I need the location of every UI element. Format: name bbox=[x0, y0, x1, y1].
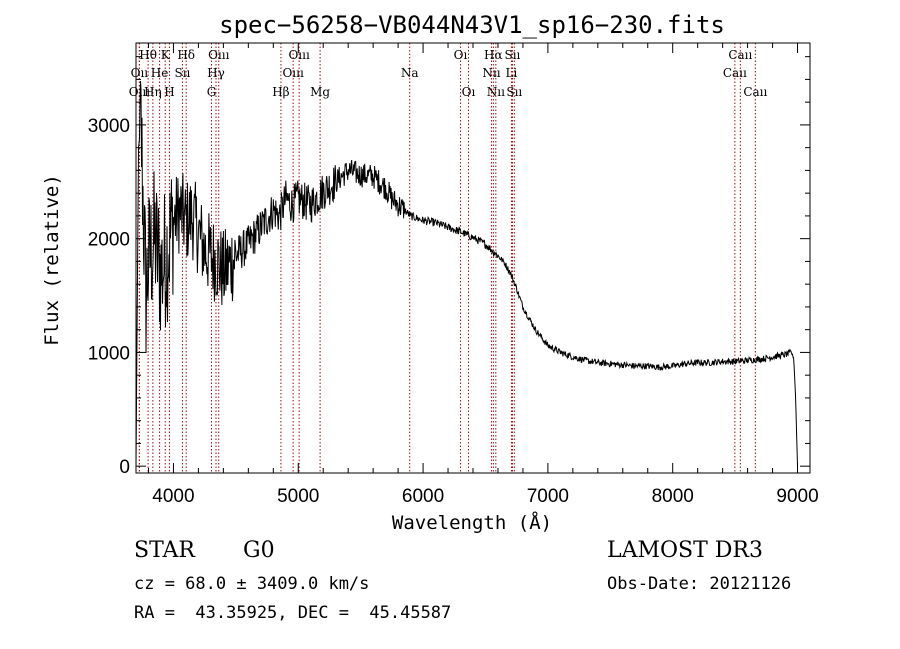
spectral-line-label: Nıı bbox=[482, 66, 500, 80]
spectral-line-label: Caıı bbox=[728, 48, 752, 62]
y-axis-ticks: 0 1000 2000 3000 bbox=[88, 56, 810, 478]
y-axis-label: Flux (relative) bbox=[41, 174, 63, 346]
spectral-line-label: Hη bbox=[144, 85, 162, 99]
x-tick-label: 8000 bbox=[652, 486, 694, 507]
spectral-line-label: Sıı bbox=[504, 48, 520, 62]
spectral-line-label: He bbox=[151, 66, 169, 80]
x-tick-label: 7000 bbox=[527, 486, 569, 507]
x-tick-label: 6000 bbox=[402, 486, 444, 507]
spectral-line-label: K bbox=[161, 48, 171, 62]
survey-name: LAMOST DR3 bbox=[607, 538, 763, 563]
spectral-line-label: Hβ bbox=[272, 85, 289, 99]
y-tick-label: 0 bbox=[119, 457, 130, 478]
x-axis-ticks: 4000 5000 6000 7000 8000 9000 bbox=[147, 43, 819, 507]
spectral-line-label: Sıı bbox=[506, 85, 522, 99]
spectral-line-label: Na bbox=[401, 66, 419, 80]
spectral-line-label: Hδ bbox=[177, 48, 195, 62]
spectral-line-label: Hθ bbox=[139, 48, 157, 62]
x-tick-label: 4000 bbox=[152, 486, 194, 507]
object-type: STAR bbox=[134, 538, 195, 563]
chart-title: spec−56258−VB044N43V1_sp16−230.fits bbox=[219, 11, 725, 39]
spectrum-series-line bbox=[135, 80, 798, 467]
spectral-line-label: Oıı bbox=[131, 66, 149, 80]
spectral-line-label: Oııı bbox=[288, 48, 310, 62]
spectral-line-label: Caıı bbox=[743, 85, 767, 99]
observation-date: Obs-Date: 20121126 bbox=[607, 574, 792, 594]
x-tick-label: 5000 bbox=[277, 486, 319, 507]
x-axis-label: Wavelength (Å) bbox=[392, 511, 552, 534]
spectral-line-label: Oııı bbox=[208, 48, 230, 62]
y-tick-label: 3000 bbox=[88, 116, 130, 137]
spectral-line-label: Hα bbox=[484, 48, 503, 62]
spectral-subclass: G0 bbox=[243, 538, 275, 563]
spectral-line-label: Mg bbox=[310, 85, 330, 99]
spectral-line-label: Oı bbox=[462, 85, 476, 99]
y-tick-label: 1000 bbox=[88, 343, 130, 364]
y-tick-label: 2000 bbox=[88, 230, 130, 251]
redshift-value: cz = 68.0 ± 3409.0 km/s bbox=[134, 574, 370, 594]
spectral-line-label: G bbox=[207, 85, 217, 99]
spectral-line-label: H bbox=[164, 85, 174, 99]
spectral-line-label: Hγ bbox=[207, 66, 225, 80]
spectral-line-label: Oııı bbox=[282, 66, 304, 80]
spectral-line-label: Caıı bbox=[723, 66, 747, 80]
spectral-line-label: Li bbox=[506, 66, 518, 80]
spectral-line-label: Oı bbox=[454, 48, 468, 62]
sky-coordinates: RA = 43.35925, DEC = 45.45587 bbox=[134, 603, 452, 623]
spectral-line-label: Oııı bbox=[129, 85, 151, 99]
spectral-line-label: Sıı bbox=[174, 66, 190, 80]
x-tick-label: 9000 bbox=[776, 486, 818, 507]
spectral-line-label: Nıı bbox=[487, 85, 505, 99]
